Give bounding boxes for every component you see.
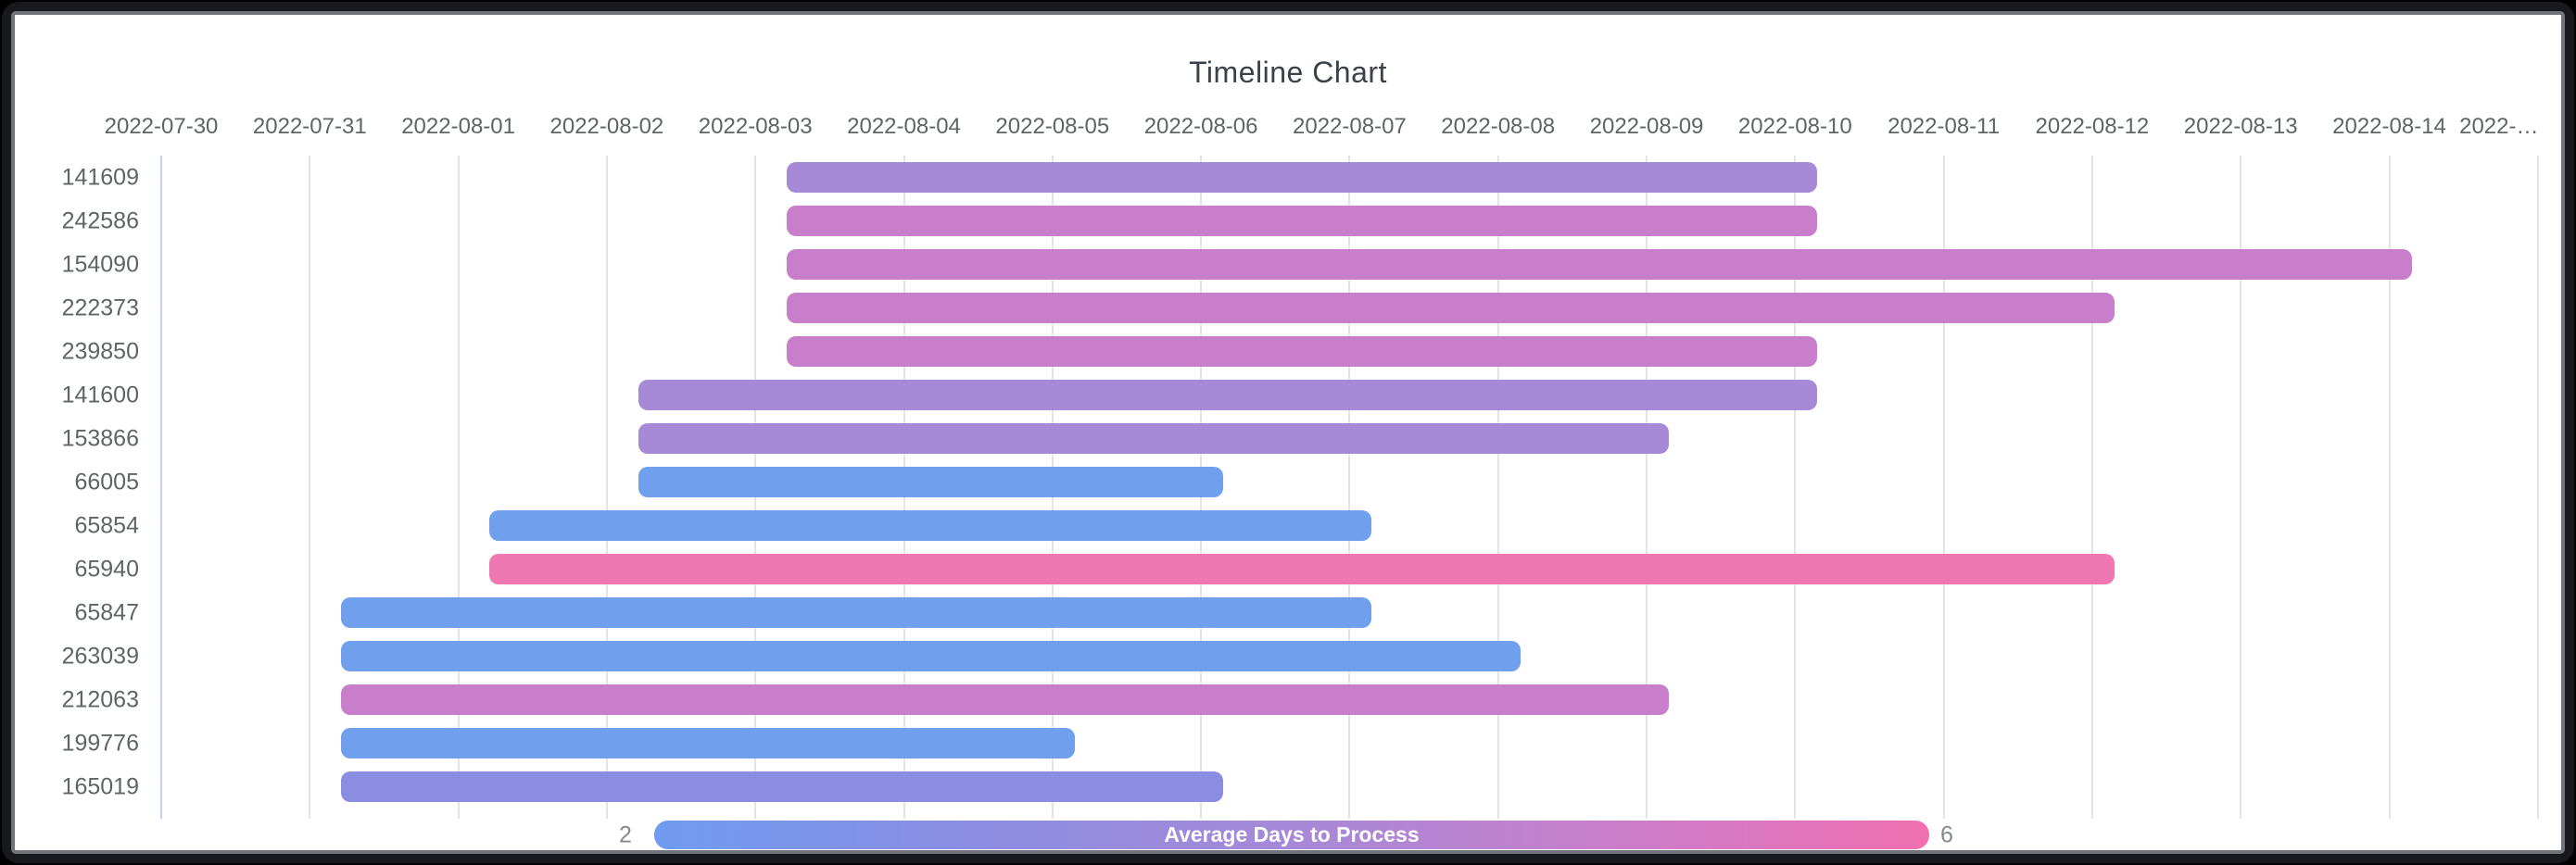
x-tick-label: 2022-08-14: [2332, 114, 2446, 139]
timeline-bar[interactable]: [638, 467, 1224, 497]
timeline-bar[interactable]: [638, 380, 1818, 410]
timeline-bar[interactable]: [489, 510, 1372, 541]
y-tick-label: 239850: [61, 338, 139, 364]
timeline-bar[interactable]: [489, 554, 2115, 584]
grid-line: [1496, 156, 1499, 819]
x-tick-label: 2022-08-12: [2035, 114, 2150, 139]
x-tick-label: 2022-08-11: [1888, 114, 2001, 139]
grid-line: [309, 156, 311, 819]
x-tick-label: 2022-08-06: [1143, 114, 1258, 139]
timeline-bar[interactable]: [340, 597, 1372, 628]
y-tick-label: 65940: [74, 556, 139, 582]
x-tick-label: 2022-08-05: [995, 114, 1110, 139]
grid-line: [1942, 156, 1945, 819]
x-tick-label: 2022-08-09: [1589, 114, 1704, 139]
x-tick-label: 2022-08-01: [401, 114, 515, 139]
y-tick-label: 65847: [74, 599, 139, 625]
colorbar: Average Days to Process: [654, 821, 1929, 849]
x-tick-label: 2022-…: [2459, 114, 2539, 139]
y-tick-label: 242586: [61, 207, 139, 233]
y-tick-label: 154090: [61, 251, 139, 277]
y-tick-label: 153866: [61, 425, 139, 451]
chart-title: Timeline Chart: [1189, 56, 1387, 89]
y-axis-line: [160, 156, 162, 819]
grid-line: [1794, 156, 1797, 819]
x-tick-label: 2022-07-31: [252, 114, 367, 139]
colorbar-max-label: 6: [1940, 821, 1953, 848]
timeline-bar[interactable]: [340, 728, 1075, 758]
y-tick-label: 212063: [61, 686, 139, 712]
y-tick-label: 66005: [74, 469, 139, 495]
x-tick-label: 2022-08-03: [698, 114, 813, 139]
y-tick-label: 263039: [61, 643, 139, 669]
timeline-bar[interactable]: [786, 206, 1818, 236]
timeline-bar[interactable]: [786, 162, 1818, 193]
grid-line: [2090, 156, 2093, 819]
y-tick-label: 222373: [61, 295, 139, 320]
x-tick-label: 2022-08-08: [1441, 114, 1556, 139]
x-tick-label: 2022-08-02: [549, 114, 664, 139]
x-tick-label: 2022-08-04: [847, 114, 961, 139]
x-tick-label: 2022-08-10: [1737, 114, 1852, 139]
timeline-bar[interactable]: [340, 684, 1670, 715]
grid-line: [2388, 156, 2391, 819]
timeline-bar[interactable]: [638, 423, 1670, 454]
x-tick-label: 2022-08-13: [2183, 114, 2298, 139]
plot-area[interactable]: [15, 15, 2561, 850]
timeline-bar[interactable]: [786, 293, 2115, 323]
timeline-bar[interactable]: [340, 641, 1521, 671]
grid-line: [605, 156, 608, 819]
grid-line: [1348, 156, 1351, 819]
grid-line: [2536, 156, 2539, 819]
y-tick-label: 141600: [61, 382, 139, 407]
x-tick-label: 2022-07-30: [104, 114, 219, 139]
chart-card: Timeline Chart 2022-07-30 2022-07-31 2022-…: [11, 11, 2565, 854]
y-tick-label: 141609: [61, 164, 139, 190]
colorbar-min-label: 2: [619, 821, 632, 848]
colorbar-label: Average Days to Process: [1164, 822, 1420, 846]
y-tick-label: 65854: [74, 512, 139, 538]
timeline-bar[interactable]: [340, 771, 1224, 802]
x-tick-label: 2022-08-07: [1293, 114, 1407, 139]
grid-line: [457, 156, 460, 819]
timeline-bar[interactable]: [786, 336, 1818, 367]
timeline-bar[interactable]: [786, 249, 2412, 280]
grid-line: [1646, 156, 1648, 819]
grid-line: [2240, 156, 2242, 819]
y-tick-label: 165019: [61, 773, 139, 799]
y-tick-label: 199776: [61, 730, 139, 756]
